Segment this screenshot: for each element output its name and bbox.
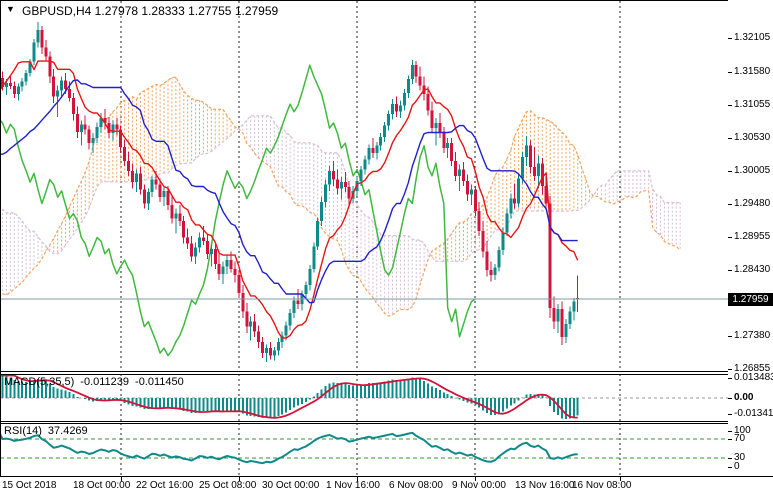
time-tick-label: 15 Oct 2018 bbox=[2, 480, 57, 491]
macd-indicator-label: MACD(5,35,5) -0.011239 -0.011450 bbox=[4, 376, 190, 388]
axis-tick-mark bbox=[728, 237, 732, 238]
axis-tick-mark bbox=[728, 431, 732, 432]
price-tick-label: 0 bbox=[734, 461, 740, 472]
price-tick-label: -0.013415 bbox=[734, 408, 773, 419]
price-tick-label: 1.27380 bbox=[734, 330, 771, 341]
axis-tick-mark bbox=[728, 204, 732, 205]
time-tick-label: 25 Oct 08:00 bbox=[199, 480, 257, 491]
price-tick-label: 1.31055 bbox=[734, 99, 771, 110]
rsi-bottom-border bbox=[0, 476, 773, 477]
price-tick-label: 1.32105 bbox=[734, 32, 771, 43]
macd-panel-chart[interactable] bbox=[0, 374, 728, 421]
price-axis[interactable]: 1.27959 1.32105 1.31580 1.31055 1.30530 1.30… bbox=[728, 0, 773, 476]
time-separator-tick bbox=[357, 477, 358, 481]
rsi-indicator-label: RSI(14) 37.4269 bbox=[4, 425, 94, 437]
axis-tick-mark bbox=[728, 378, 732, 379]
axis-tick-mark bbox=[728, 369, 732, 370]
macd-value: -0.011239 bbox=[80, 376, 130, 388]
price-tick-label: 1.30530 bbox=[734, 132, 771, 143]
price-tick-label: 1.30005 bbox=[734, 165, 771, 176]
axis-tick-mark bbox=[728, 270, 732, 271]
axis-tick-mark bbox=[728, 138, 732, 139]
rsi-panel-chart[interactable] bbox=[0, 423, 728, 475]
price-tick-label: 1.26855 bbox=[734, 363, 771, 374]
axis-tick-mark bbox=[728, 467, 732, 468]
price-tick-label: 70 bbox=[734, 433, 746, 444]
time-tick-label: 18 Oct 00:00 bbox=[73, 480, 131, 491]
time-tick-label: 13 Nov 16:00 bbox=[515, 480, 575, 491]
macd-signal-value: -0.011450 bbox=[135, 376, 184, 388]
time-tick-label: 9 Nov 00:00 bbox=[452, 480, 506, 491]
time-tick-label: 22 Oct 16:00 bbox=[136, 480, 194, 491]
time-tick-label: 6 Nov 08:00 bbox=[389, 480, 443, 491]
time-separator-tick bbox=[620, 477, 621, 481]
axis-tick-mark bbox=[728, 398, 732, 399]
axis-tick-mark bbox=[728, 439, 732, 440]
axis-tick-mark bbox=[728, 38, 732, 39]
main-macd-divider-bottom[interactable] bbox=[0, 374, 773, 375]
chart-title-ohlc: GBPUSD,H4 1.27978 1.28333 1.27755 1.2795… bbox=[22, 4, 279, 18]
time-separator-tick bbox=[239, 477, 240, 481]
time-tick-label: 30 Oct 00:00 bbox=[262, 480, 320, 491]
main-macd-divider-top[interactable] bbox=[0, 371, 773, 372]
price-tick-label: 100 bbox=[734, 425, 751, 436]
time-separator-tick bbox=[121, 477, 122, 481]
time-tick-label: 16 Nov 08:00 bbox=[572, 480, 632, 491]
current-price-badge: 1.27959 bbox=[728, 293, 773, 306]
price-tick-label: 1.28955 bbox=[734, 231, 771, 242]
macd-rsi-divider-bottom[interactable] bbox=[0, 423, 773, 424]
price-tick-label: 0.013483 bbox=[734, 372, 773, 383]
time-axis[interactable]: 15 Oct 2018 18 Oct 00:00 22 Oct 16:00 25 Oc… bbox=[0, 477, 773, 495]
rsi-value: 37.4269 bbox=[47, 425, 88, 437]
left-border bbox=[0, 0, 1, 476]
macd-name: MACD(5,35,5) bbox=[4, 376, 75, 388]
rsi-name: RSI(14) bbox=[4, 425, 42, 437]
axis-tick-mark bbox=[728, 414, 732, 415]
macd-rsi-divider-top[interactable] bbox=[0, 421, 773, 422]
price-tick-label: 30 bbox=[734, 452, 746, 463]
axis-tick-mark bbox=[728, 72, 732, 73]
axis-tick-mark bbox=[728, 171, 732, 172]
main-price-chart[interactable] bbox=[0, 0, 728, 372]
price-tick-label: 1.29480 bbox=[734, 198, 771, 209]
price-tick-label: 1.28430 bbox=[734, 264, 771, 275]
axis-tick-mark bbox=[728, 105, 732, 106]
axis-tick-mark bbox=[728, 458, 732, 459]
time-separator-tick bbox=[475, 477, 476, 481]
axis-tick-mark bbox=[728, 336, 732, 337]
price-tick-label: 0.00 bbox=[734, 392, 754, 403]
price-tick-label: 1.31580 bbox=[734, 66, 771, 77]
time-tick-label: 1 Nov 16:00 bbox=[326, 480, 380, 491]
top-border bbox=[0, 0, 773, 1]
symbol-dropdown-icon[interactable]: ▼ bbox=[6, 4, 15, 14]
